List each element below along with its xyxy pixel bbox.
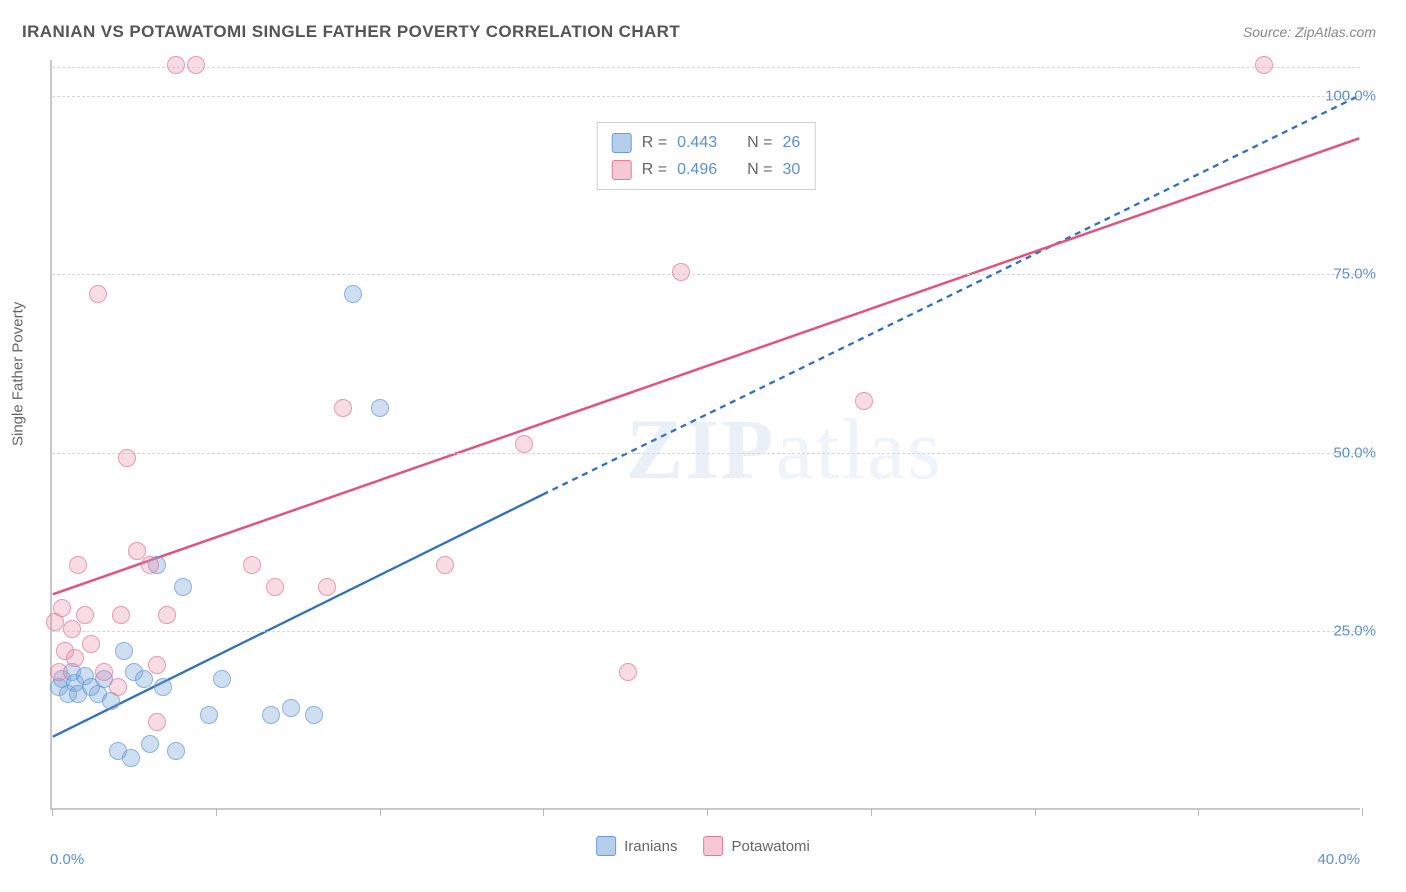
stats-row-iranians: R = 0.443 N = 26 <box>612 129 801 156</box>
n-value-potawatomi: 30 <box>782 156 800 183</box>
plot-area: ZIPatlas R = 0.443 N = 26 R = 0.496 N = … <box>50 60 1360 810</box>
y-tick-label: 50.0% <box>1333 444 1376 461</box>
data-point-potawatomi <box>619 663 637 681</box>
gridline <box>52 67 1360 68</box>
gridline <box>52 453 1360 454</box>
data-point-iranians <box>371 399 389 417</box>
x-tick <box>543 808 544 816</box>
y-tick-label: 25.0% <box>1333 623 1376 640</box>
data-point-iranians <box>282 699 300 717</box>
data-point-potawatomi <box>436 556 454 574</box>
data-point-iranians <box>167 742 185 760</box>
data-point-potawatomi <box>148 656 166 674</box>
x-tick <box>52 808 53 816</box>
data-point-potawatomi <box>672 263 690 281</box>
data-point-potawatomi <box>318 578 336 596</box>
data-point-potawatomi <box>95 663 113 681</box>
x-tick-label: 40.0% <box>1317 851 1360 868</box>
gridline <box>52 96 1360 97</box>
data-point-potawatomi <box>515 435 533 453</box>
data-point-iranians <box>213 670 231 688</box>
data-point-iranians <box>174 578 192 596</box>
x-tick <box>1035 808 1036 816</box>
data-point-potawatomi <box>334 399 352 417</box>
data-point-potawatomi <box>69 556 87 574</box>
data-point-potawatomi <box>82 635 100 653</box>
data-point-potawatomi <box>63 620 81 638</box>
data-point-potawatomi <box>112 606 130 624</box>
series-legend: Iranians Potawatomi <box>596 836 810 856</box>
legend-label-iranians: Iranians <box>624 838 677 855</box>
data-point-potawatomi <box>66 649 84 667</box>
y-axis-label: Single Father Poverty <box>10 302 27 446</box>
x-tick <box>216 808 217 816</box>
data-point-potawatomi <box>50 663 68 681</box>
data-point-iranians <box>141 735 159 753</box>
gridline <box>52 631 1360 632</box>
data-point-potawatomi <box>167 56 185 74</box>
x-tick <box>1362 808 1363 816</box>
source-label: Source: ZipAtlas.com <box>1243 24 1376 40</box>
data-point-potawatomi <box>187 56 205 74</box>
data-point-potawatomi <box>53 599 71 617</box>
data-point-iranians <box>200 706 218 724</box>
swatch-pink-icon <box>704 836 724 856</box>
data-point-potawatomi <box>1255 56 1273 74</box>
r-value-potawatomi: 0.496 <box>677 156 717 183</box>
n-label: N = <box>747 129 772 156</box>
data-point-potawatomi <box>148 713 166 731</box>
y-tick-label: 100.0% <box>1325 87 1376 104</box>
data-point-potawatomi <box>158 606 176 624</box>
data-point-iranians <box>115 642 133 660</box>
data-point-potawatomi <box>89 285 107 303</box>
data-point-iranians <box>154 678 172 696</box>
data-point-iranians <box>344 285 362 303</box>
n-value-iranians: 26 <box>782 129 800 156</box>
legend-item-potawatomi: Potawatomi <box>704 836 810 856</box>
x-tick <box>380 808 381 816</box>
x-tick <box>707 808 708 816</box>
data-point-iranians <box>135 670 153 688</box>
r-label: R = <box>642 156 667 183</box>
legend-label-potawatomi: Potawatomi <box>732 838 810 855</box>
x-tick <box>1198 808 1199 816</box>
swatch-blue-icon <box>612 133 632 153</box>
x-tick <box>871 808 872 816</box>
data-point-iranians <box>122 749 140 767</box>
data-point-potawatomi <box>128 542 146 560</box>
data-point-iranians <box>305 706 323 724</box>
data-point-potawatomi <box>76 606 94 624</box>
r-value-iranians: 0.443 <box>677 129 717 156</box>
data-point-iranians <box>262 706 280 724</box>
y-tick-label: 75.0% <box>1333 266 1376 283</box>
gridline <box>52 274 1360 275</box>
data-point-potawatomi <box>109 678 127 696</box>
data-point-potawatomi <box>266 578 284 596</box>
legend-item-iranians: Iranians <box>596 836 677 856</box>
stats-legend: R = 0.443 N = 26 R = 0.496 N = 30 <box>597 122 816 190</box>
data-point-potawatomi <box>141 556 159 574</box>
r-label: R = <box>642 129 667 156</box>
data-point-potawatomi <box>243 556 261 574</box>
n-label: N = <box>747 156 772 183</box>
chart-title: IRANIAN VS POTAWATOMI SINGLE FATHER POVE… <box>22 22 680 42</box>
swatch-pink-icon <box>612 160 632 180</box>
stats-row-potawatomi: R = 0.496 N = 30 <box>612 156 801 183</box>
data-point-potawatomi <box>118 449 136 467</box>
swatch-blue-icon <box>596 836 616 856</box>
x-tick-label: 0.0% <box>50 851 84 868</box>
data-point-potawatomi <box>855 392 873 410</box>
